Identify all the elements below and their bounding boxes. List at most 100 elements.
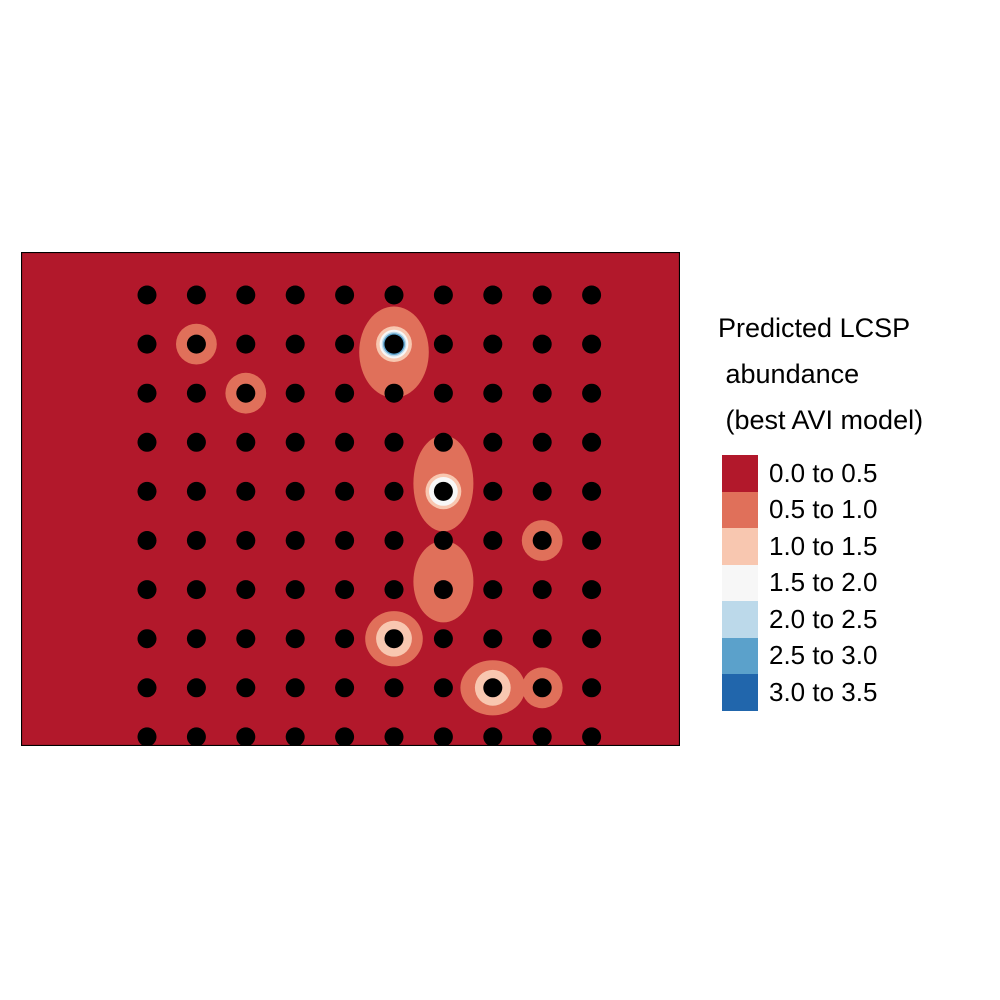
survey-point — [483, 531, 503, 550]
survey-point — [384, 383, 404, 403]
abundance-map — [21, 252, 680, 746]
survey-point — [137, 629, 157, 649]
survey-point — [285, 285, 305, 305]
survey-point — [532, 678, 552, 698]
survey-point — [285, 727, 305, 746]
survey-point — [335, 678, 355, 698]
survey-point — [335, 432, 355, 452]
survey-point — [582, 334, 602, 354]
survey-point — [335, 629, 355, 649]
survey-point — [285, 432, 305, 452]
survey-point — [285, 531, 305, 550]
survey-point — [137, 531, 157, 550]
survey-point — [137, 383, 157, 403]
survey-point — [433, 580, 453, 600]
survey-points — [137, 285, 602, 746]
survey-point — [433, 678, 453, 698]
survey-point — [532, 629, 552, 649]
survey-point — [532, 580, 552, 600]
survey-point — [186, 481, 206, 501]
survey-point — [582, 727, 602, 746]
survey-point — [582, 481, 602, 501]
survey-point — [285, 678, 305, 698]
survey-point — [137, 580, 157, 600]
survey-point — [236, 432, 256, 452]
survey-point — [186, 383, 206, 403]
survey-point — [335, 285, 355, 305]
legend-items: 0.0 to 0.5 0.5 to 1.0 1.0 to 1.5 1.5 to 2.0… — [722, 455, 988, 711]
survey-point — [236, 531, 256, 550]
legend-title-line-3: (best AVI model) — [718, 405, 924, 435]
legend-swatch — [722, 637, 758, 674]
legend-label: 1.0 to 1.5 — [769, 530, 878, 561]
survey-point — [384, 285, 404, 305]
legend-item: 3.0 to 3.5 — [722, 674, 988, 711]
survey-point — [483, 580, 503, 600]
survey-point — [384, 432, 404, 452]
raster-background — [21, 252, 680, 746]
survey-point — [137, 285, 157, 305]
survey-point — [483, 629, 503, 649]
legend-item: 2.5 to 3.0 — [722, 637, 988, 674]
survey-point — [335, 531, 355, 550]
map-border — [21, 252, 680, 746]
legend-title-line-1: Predicted LCSP — [718, 313, 911, 343]
survey-point — [186, 531, 206, 550]
legend-swatch — [722, 601, 758, 638]
survey-point — [532, 383, 552, 403]
survey-point — [532, 531, 552, 550]
legend-label: 0.5 to 1.0 — [769, 494, 878, 525]
survey-point — [483, 481, 503, 501]
legend-swatch — [722, 491, 758, 528]
survey-point — [582, 432, 602, 452]
legend-item: 1.5 to 2.0 — [722, 564, 988, 601]
legend-label: 2.0 to 2.5 — [769, 603, 878, 634]
survey-point — [236, 629, 256, 649]
survey-point — [582, 383, 602, 403]
survey-point — [186, 629, 206, 649]
survey-point — [433, 334, 453, 354]
legend-label: 1.5 to 2.0 — [769, 567, 878, 598]
legend-label: 2.5 to 3.0 — [769, 640, 878, 671]
survey-point — [236, 678, 256, 698]
survey-point — [236, 727, 256, 746]
legend: Predicted LCSP abundance (best AVI model… — [718, 305, 988, 711]
survey-point — [236, 383, 256, 403]
abundance-raster — [21, 252, 680, 746]
legend-swatch — [722, 564, 758, 601]
survey-point — [384, 334, 404, 354]
survey-point — [433, 481, 453, 501]
survey-point — [532, 432, 552, 452]
survey-point — [384, 629, 404, 649]
survey-point — [384, 481, 404, 501]
survey-point — [532, 481, 552, 501]
survey-point — [582, 531, 602, 550]
survey-point — [582, 285, 602, 305]
survey-point — [335, 334, 355, 354]
survey-point — [186, 678, 206, 698]
legend-item: 0.0 to 0.5 — [722, 455, 988, 492]
survey-point — [532, 334, 552, 354]
survey-point — [285, 481, 305, 501]
survey-point — [186, 580, 206, 600]
survey-point — [137, 432, 157, 452]
survey-point — [384, 727, 404, 746]
survey-point — [236, 285, 256, 305]
survey-point — [335, 383, 355, 403]
survey-point — [137, 481, 157, 501]
survey-point — [137, 334, 157, 354]
survey-point — [483, 334, 503, 354]
survey-point — [384, 580, 404, 600]
legend-swatch — [722, 674, 758, 711]
survey-point — [137, 678, 157, 698]
survey-point — [285, 334, 305, 354]
survey-point — [186, 432, 206, 452]
legend-item: 1.0 to 1.5 — [722, 528, 988, 565]
survey-point — [285, 629, 305, 649]
survey-point — [186, 727, 206, 746]
legend-item: 0.5 to 1.0 — [722, 491, 988, 528]
survey-point — [433, 432, 453, 452]
legend-label: 3.0 to 3.5 — [769, 676, 878, 707]
survey-point — [433, 531, 453, 550]
survey-point — [285, 580, 305, 600]
